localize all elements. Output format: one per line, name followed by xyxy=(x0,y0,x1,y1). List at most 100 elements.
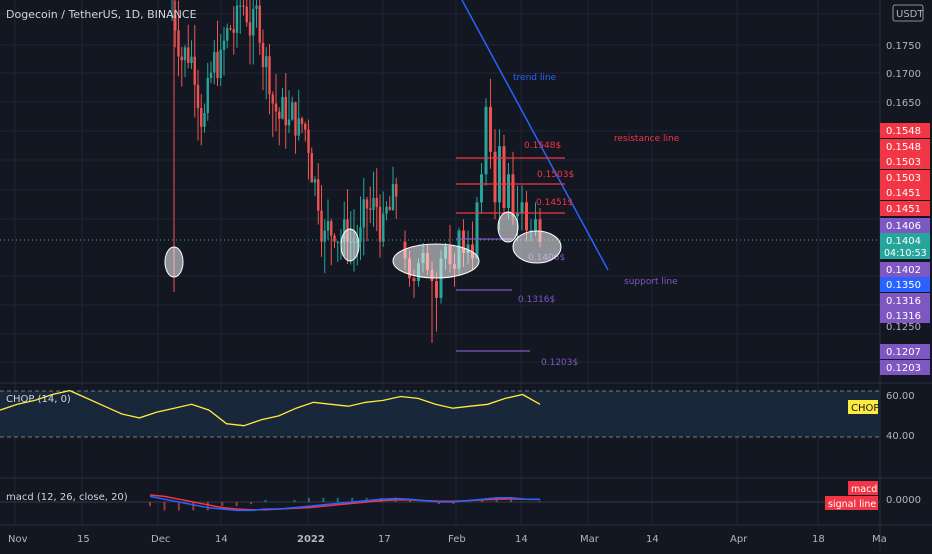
macd-line xyxy=(149,495,540,512)
macd-badge-bg xyxy=(848,481,878,495)
candle-body xyxy=(261,42,265,68)
candle-body xyxy=(242,5,245,7)
currency-label: USDT xyxy=(896,9,924,20)
candle-body xyxy=(174,15,177,31)
candle-body xyxy=(330,221,333,236)
candle-body xyxy=(538,219,542,242)
price-badge xyxy=(880,344,930,359)
candle-body xyxy=(362,199,365,228)
price-badge xyxy=(880,170,930,185)
candle-body xyxy=(304,123,307,130)
candle-body xyxy=(475,202,479,259)
price-badge-label: 0.1548 xyxy=(886,142,921,153)
candle-body xyxy=(287,119,291,126)
macd-legend[interactable]: macd (12, 26, close, 20) xyxy=(6,492,128,503)
candle-body xyxy=(391,184,395,210)
candle-body xyxy=(462,230,465,253)
highlight-ellipse[interactable] xyxy=(512,230,562,264)
signal-badge-bg xyxy=(825,496,878,510)
time-label: 17 xyxy=(378,534,391,545)
candle-body xyxy=(193,56,196,85)
candle-body xyxy=(226,28,229,41)
candle-body xyxy=(196,84,200,109)
currency-box[interactable] xyxy=(892,4,924,22)
time-axis[interactable]: Nov 15 Dec 14 2022 17 Feb 14 Mar 14 Apr … xyxy=(8,534,887,545)
candle-body xyxy=(177,30,180,57)
price-badge xyxy=(880,139,930,154)
candle-body xyxy=(529,230,533,232)
candle-body xyxy=(219,49,222,79)
candle-body xyxy=(466,244,470,253)
candle-body xyxy=(412,278,416,282)
support-line-label: support line xyxy=(624,277,678,287)
price-badge xyxy=(880,123,930,138)
candle-body xyxy=(294,102,297,136)
candle-body xyxy=(307,129,310,153)
candle-body xyxy=(489,106,492,152)
resistance-line-label: resistance line xyxy=(614,134,680,144)
trend-line[interactable] xyxy=(461,0,609,271)
candle-body xyxy=(209,72,213,78)
candle-body xyxy=(317,179,320,211)
trend-line-label: trend line xyxy=(513,73,557,83)
level-label: 0.1451$ xyxy=(536,198,573,208)
candle-body xyxy=(274,103,278,112)
candle-body xyxy=(239,5,242,7)
candle-body xyxy=(333,235,336,242)
price-tick: 0.1250 xyxy=(886,322,921,333)
candle-body xyxy=(203,112,206,127)
time-label: 14 xyxy=(215,534,228,545)
candle-body xyxy=(245,6,248,23)
candle-body xyxy=(252,8,255,36)
candle-body xyxy=(435,281,438,298)
candle-body xyxy=(359,227,362,242)
candle-body xyxy=(525,202,528,231)
level-label: 0.1203$ xyxy=(541,358,578,368)
candle-body xyxy=(235,5,239,33)
candle-body xyxy=(278,111,281,119)
candle-body xyxy=(281,96,284,119)
macd-histogram xyxy=(149,497,541,511)
candle-body xyxy=(516,213,519,217)
time-label: 18 xyxy=(812,534,825,545)
price-badge-label: 0.1402 xyxy=(886,265,921,276)
highlight-ellipse[interactable] xyxy=(340,228,360,262)
candle-body xyxy=(255,5,258,9)
candle-body xyxy=(300,118,304,124)
price-badge xyxy=(880,218,930,233)
candle-body xyxy=(372,197,375,210)
chop-legend[interactable]: CHOP (14, 0) xyxy=(6,394,71,405)
candle-body xyxy=(216,51,219,79)
candle-body xyxy=(258,5,261,43)
highlight-ellipse[interactable] xyxy=(392,243,480,279)
chop-tick: 40.00 xyxy=(886,431,915,442)
candle-body xyxy=(385,206,388,214)
price-tick: 0.1750 xyxy=(886,41,921,52)
candle-body xyxy=(206,77,209,113)
candle-body xyxy=(326,221,330,231)
highlight-ellipse[interactable] xyxy=(497,211,519,243)
candle-body xyxy=(313,179,317,183)
chop-badge: CHOP xyxy=(851,403,879,414)
chop-line xyxy=(0,389,541,427)
highlight-ellipse[interactable] xyxy=(164,246,184,278)
candle-body xyxy=(534,219,537,231)
price-axis[interactable]: USDT 0.1750 0.1700 0.1650 0.1250 xyxy=(886,4,924,333)
highlight-ellipses[interactable] xyxy=(164,211,562,279)
price-badge xyxy=(880,185,930,200)
candle-body xyxy=(320,210,323,242)
price-badge xyxy=(880,262,930,277)
chop-tick: 60.00 xyxy=(886,391,915,402)
candle-body xyxy=(229,28,232,30)
candle-body xyxy=(200,108,203,127)
time-label: Apr xyxy=(730,534,748,545)
time-label: Feb xyxy=(448,534,466,545)
candle-body xyxy=(502,146,506,208)
price-badge-label: 0.1451 xyxy=(886,188,921,199)
price-badge-label: 0.1207 xyxy=(886,347,921,358)
price-badge-label: 0.1203 xyxy=(886,363,921,374)
price-badge-label: 0.1548 xyxy=(886,126,921,137)
candle-body xyxy=(271,94,274,104)
symbol-legend[interactable]: Dogecoin / TetherUS, 1D, BINANCE xyxy=(6,8,197,21)
